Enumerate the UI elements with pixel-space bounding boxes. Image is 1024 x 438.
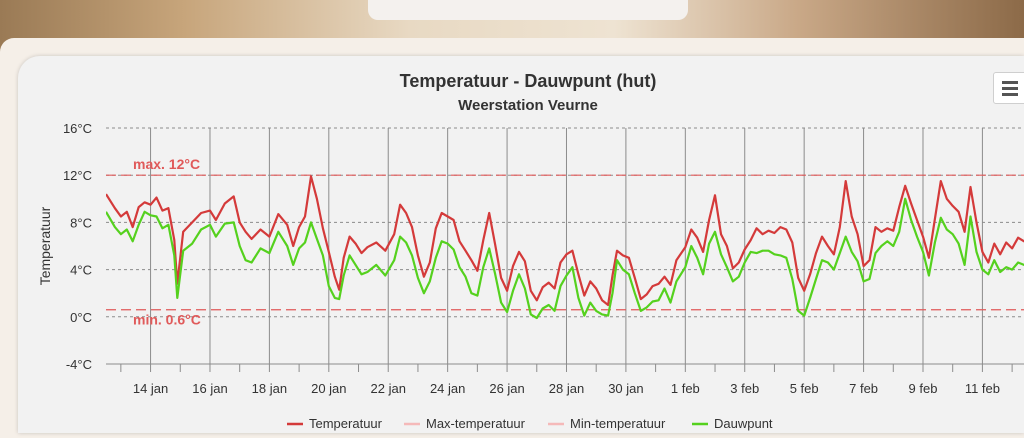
x-tick-label: 5 feb: [790, 381, 819, 396]
y-tick-label: 16°C: [63, 121, 92, 136]
vertical-gridlines: [120, 128, 1013, 372]
y-tick-label: 8°C: [70, 215, 92, 230]
x-tick-label: 22 jan: [371, 381, 406, 396]
x-tick-label: 11 feb: [965, 381, 1000, 396]
x-tick-label: 30 jan: [608, 381, 643, 396]
x-tick-label: 20 jan: [311, 381, 346, 396]
x-tick-label: 28 jan: [549, 381, 584, 396]
y-axis-ticks: 16°C 12°C 8°C 4°C 0°C -4°C: [63, 121, 92, 372]
horizontal-gridlines: [106, 127, 1024, 365]
legend-label: Min-temperatuur: [570, 416, 666, 431]
x-tick-label: 18 jan: [252, 381, 287, 396]
y-tick-label: 0°C: [70, 310, 92, 325]
y-tick-label: 4°C: [70, 263, 92, 278]
x-tick-label: 1 feb: [671, 381, 700, 396]
x-tick-label: 16 jan: [192, 381, 227, 396]
chart-container: [18, 56, 1024, 433]
legend: Temperatuur Max-temperatuur Min-temperatuu…: [287, 416, 773, 431]
background-top-panel: [368, 0, 688, 20]
x-tick-label: 3 feb: [730, 381, 759, 396]
plot-line-label: min. 0.6°C: [133, 312, 201, 328]
hamburger-icon: [1002, 80, 1018, 84]
chart-menu-button[interactable]: [993, 72, 1024, 104]
legend-item[interactable]: Max-temperatuur: [404, 416, 526, 431]
hamburger-icon-bar: [1002, 86, 1018, 90]
y-tick-label: -4°C: [66, 357, 92, 372]
legend-label: Dauwpunt: [714, 416, 773, 431]
x-axis-ticks: 14 jan 16 jan 18 jan 20 jan 22 jan 24 jan 26 j…: [133, 381, 1000, 396]
x-tick-label: 24 jan: [430, 381, 465, 396]
legend-label: Temperatuur: [309, 416, 383, 431]
plot-bands: max. 12°C min. 0.6°C: [106, 156, 1024, 328]
x-tick-label: 9 feb: [909, 381, 938, 396]
hamburger-icon-bar: [1002, 92, 1018, 96]
chart-subtitle: Weerstation Veurne: [458, 97, 598, 114]
chart-title: Temperatuur - Dauwpunt (hut): [400, 71, 657, 91]
x-tick-label: 26 jan: [489, 381, 524, 396]
series-lines: [106, 175, 1024, 320]
legend-item[interactable]: Dauwpunt: [692, 416, 773, 431]
plot-line-label: max. 12°C: [133, 156, 200, 172]
y-tick-label: 12°C: [63, 168, 92, 183]
x-tick-label: 14 jan: [133, 381, 168, 396]
legend-item[interactable]: Temperatuur: [287, 416, 383, 431]
legend-label: Max-temperatuur: [426, 416, 526, 431]
series-line-dauwpunt: [106, 197, 1024, 320]
y-axis-label: Temperatuur: [37, 206, 53, 285]
x-tick-label: 7 feb: [849, 381, 878, 396]
legend-item[interactable]: Min-temperatuur: [548, 416, 666, 431]
series-line-temperatuur: [106, 175, 1024, 307]
